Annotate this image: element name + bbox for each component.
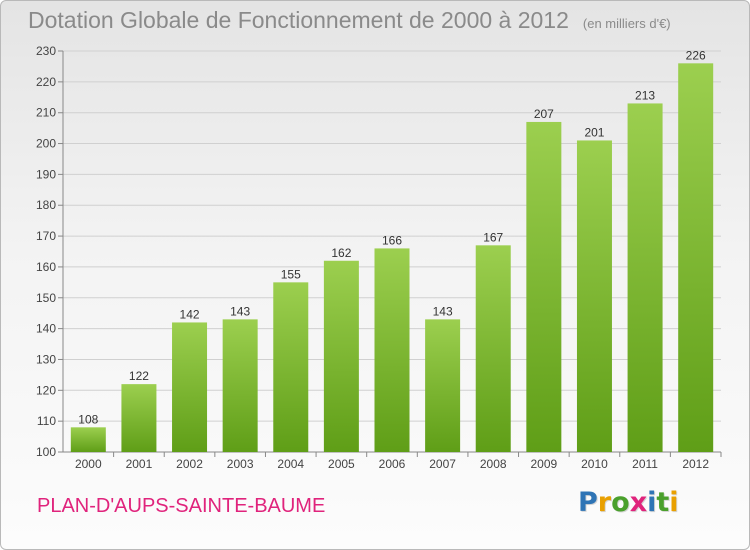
bar-value-label: 207 bbox=[534, 107, 554, 121]
y-tick-label: 230 bbox=[36, 44, 56, 58]
bar bbox=[627, 103, 663, 452]
y-tick-label: 110 bbox=[37, 414, 56, 428]
commune-name: PLAN-D'AUPS-SAINTE-BAUME bbox=[37, 495, 326, 517]
bar-value-label: 167 bbox=[483, 230, 503, 244]
x-tick-label: 2005 bbox=[328, 457, 355, 471]
x-tick-label: 2012 bbox=[682, 457, 709, 471]
x-tick-label: 2003 bbox=[227, 457, 254, 471]
bar-value-label: 143 bbox=[433, 304, 453, 318]
x-tick-label: 2002 bbox=[176, 457, 203, 471]
y-tick-label: 220 bbox=[36, 75, 56, 89]
bar bbox=[323, 260, 359, 452]
bar-value-label: 166 bbox=[382, 233, 402, 247]
bar bbox=[678, 63, 714, 452]
bar bbox=[475, 245, 511, 452]
x-tick-label: 2010 bbox=[581, 457, 608, 471]
logo-letter: x bbox=[629, 487, 648, 518]
bar bbox=[576, 140, 612, 452]
x-tick-label: 2004 bbox=[277, 457, 304, 471]
chart-title: Dotation Globale de Fonctionnement de 20… bbox=[28, 7, 671, 34]
bar bbox=[526, 121, 562, 452]
bar-value-label: 155 bbox=[281, 267, 301, 281]
x-tick-label: 2000 bbox=[75, 457, 102, 471]
bar-value-label: 162 bbox=[331, 246, 351, 260]
x-tick-label: 2009 bbox=[530, 457, 557, 471]
y-tick-label: 180 bbox=[36, 198, 56, 212]
x-tick-label: 2001 bbox=[126, 457, 153, 471]
bar-value-label: 108 bbox=[78, 412, 98, 426]
bar-value-label: 213 bbox=[635, 88, 655, 102]
bar-value-label: 122 bbox=[129, 369, 149, 383]
bar bbox=[425, 319, 461, 452]
logo-letter: i bbox=[669, 487, 679, 518]
bar bbox=[273, 282, 309, 452]
y-tick-label: 120 bbox=[36, 383, 56, 397]
y-tick-label: 190 bbox=[36, 167, 56, 181]
y-tick-label: 130 bbox=[36, 352, 56, 366]
bar bbox=[374, 248, 410, 452]
chart-title-text: Dotation Globale de Fonctionnement de 20… bbox=[28, 7, 569, 33]
bar-value-label: 142 bbox=[180, 307, 200, 321]
y-tick-label: 150 bbox=[36, 291, 56, 305]
y-tick-label: 160 bbox=[36, 260, 56, 274]
bar bbox=[121, 384, 157, 452]
x-tick-label: 2008 bbox=[480, 457, 507, 471]
y-tick-label: 210 bbox=[36, 106, 56, 120]
bar-value-label: 226 bbox=[686, 48, 706, 62]
y-tick-label: 200 bbox=[36, 137, 56, 151]
y-tick-label: 170 bbox=[36, 229, 56, 243]
y-tick-label: 100 bbox=[36, 445, 56, 459]
logo-letter: i bbox=[647, 487, 657, 518]
chart-subtitle: (en milliers d'€) bbox=[582, 16, 671, 31]
bar-value-label: 143 bbox=[230, 304, 250, 318]
logo-letter: r bbox=[597, 487, 612, 518]
logo-letter: t bbox=[656, 487, 670, 518]
bar bbox=[70, 427, 106, 452]
logo-letter: o bbox=[611, 487, 630, 518]
x-tick-label: 2011 bbox=[632, 457, 658, 471]
bar bbox=[222, 319, 258, 452]
x-tick-label: 2007 bbox=[429, 457, 456, 471]
logo-letter: P bbox=[578, 487, 598, 518]
proxiti-logo: Proxiti bbox=[578, 487, 679, 518]
bar-value-label: 201 bbox=[584, 125, 604, 139]
x-tick-label: 2006 bbox=[379, 457, 406, 471]
bar bbox=[172, 322, 208, 452]
y-tick-label: 140 bbox=[36, 322, 56, 336]
